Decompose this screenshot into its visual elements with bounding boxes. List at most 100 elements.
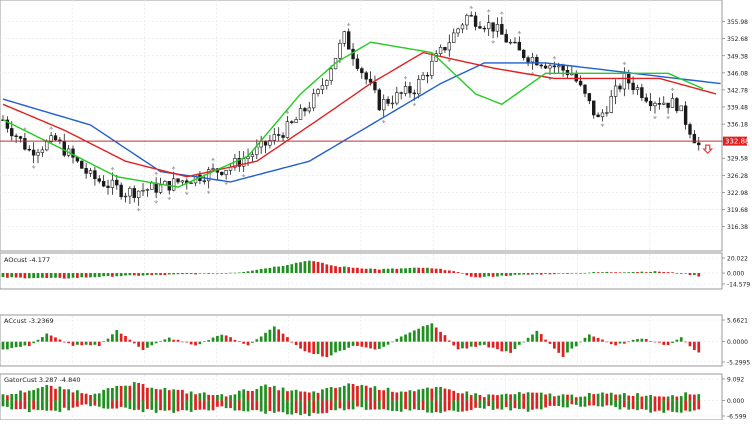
histogram-up-bar bbox=[579, 341, 582, 343]
bull-candle-body bbox=[316, 89, 320, 94]
bull-candle-body bbox=[653, 103, 657, 107]
histogram-down-bar bbox=[137, 273, 141, 276]
histogram-up-bar bbox=[399, 336, 403, 342]
histogram-up-bar bbox=[290, 264, 294, 274]
gator-lower-red-bar bbox=[159, 400, 162, 411]
histogram-down-bar bbox=[653, 341, 657, 343]
gator-upper-green-bar bbox=[513, 394, 517, 401]
gator-lower-red-bar bbox=[421, 400, 425, 411]
bull-candle-body bbox=[158, 184, 163, 193]
bull-candle-body bbox=[110, 179, 115, 188]
candle bbox=[329, 65, 333, 85]
histogram-down-bar bbox=[465, 273, 469, 276]
gator-indicator-pane[interactable]: 9.092 0.000 -6.599 GatorCust 3.287 -4.840 bbox=[0, 373, 747, 421]
down-arrow-icon bbox=[702, 144, 714, 154]
gator-lower-red-bar bbox=[119, 400, 123, 407]
bull-candle-body bbox=[438, 47, 443, 55]
bear-candle-body bbox=[692, 133, 697, 144]
candle bbox=[460, 22, 465, 34]
bear-candle-body bbox=[578, 80, 583, 86]
ao-indicator-pane[interactable]: 20.022 0.000 -14.579 AOcust -4.177 bbox=[0, 252, 750, 290]
gator-lower-green-bar bbox=[10, 400, 14, 410]
candle bbox=[338, 39, 342, 63]
gator-lower-red-bar bbox=[312, 400, 316, 413]
price-tick-label: 316.38 bbox=[727, 224, 748, 231]
histogram-up-bar bbox=[412, 267, 416, 274]
histogram-up-bar bbox=[207, 340, 211, 342]
bull-candle-body bbox=[123, 195, 128, 198]
histogram-up-bar bbox=[272, 266, 276, 274]
gator-lower-green-bar bbox=[566, 400, 569, 408]
gator-axis: 9.092 0.000 -6.599 bbox=[722, 377, 747, 421]
price-pane[interactable]: 355.98 352.68 349.38 346.08 342.78 339.48 336.… bbox=[0, 0, 750, 252]
histogram-down-bar bbox=[80, 341, 84, 346]
gator-lower-green-bar bbox=[45, 400, 49, 411]
histogram-down-bar bbox=[281, 333, 285, 342]
gator-upper-green-bar bbox=[439, 386, 442, 401]
gator-upper-red-bar bbox=[566, 394, 569, 401]
gator-lower-red-bar bbox=[229, 400, 232, 409]
candle bbox=[465, 13, 469, 30]
gator-upper-green-bar bbox=[172, 389, 176, 401]
indicator-tick-label: -5.2995 bbox=[727, 360, 750, 367]
gator-upper-green-bar bbox=[115, 385, 119, 401]
gator-upper-green-bar bbox=[93, 393, 97, 401]
candle bbox=[596, 112, 600, 118]
gator-lower-red-bar bbox=[369, 400, 372, 410]
histogram-up-bar bbox=[172, 273, 176, 275]
gator-lower-green-bar bbox=[500, 400, 504, 410]
ac-indicator-pane[interactable]: 5.6621 0.0000 -5.2995 ACcust -3.2369 bbox=[0, 314, 750, 367]
gator-upper-green-bar bbox=[124, 385, 127, 401]
histogram-down-bar bbox=[697, 273, 701, 277]
bull-candle-body bbox=[508, 41, 513, 44]
histogram-up-bar bbox=[386, 341, 390, 345]
bull-candle-body bbox=[662, 102, 666, 105]
candle bbox=[128, 186, 132, 205]
bull-candle-body bbox=[40, 149, 45, 153]
bear-candle-body bbox=[71, 148, 75, 158]
gator-upper-red-bar bbox=[364, 385, 368, 401]
gator-upper-green-bar bbox=[106, 388, 110, 401]
histogram-down-bar bbox=[649, 341, 652, 342]
histogram-down-bar bbox=[364, 341, 368, 348]
indicator-tick-label: 9.092 bbox=[727, 377, 744, 384]
bear-candle-body bbox=[543, 65, 548, 69]
gator-lower-red-bar bbox=[71, 400, 75, 408]
gator-upper-red-bar bbox=[207, 394, 211, 401]
gator-upper-green-bar bbox=[618, 394, 622, 401]
indicator-tick-label: -6.599 bbox=[727, 414, 747, 421]
histogram-down-bar bbox=[124, 335, 127, 342]
fractal-down-mark bbox=[154, 200, 158, 204]
gator-upper-red-bar bbox=[447, 389, 451, 401]
candle bbox=[583, 84, 587, 98]
bull-candle-body bbox=[268, 140, 272, 146]
bull-candle-body bbox=[403, 86, 408, 94]
histogram-down-bar bbox=[23, 273, 27, 279]
histogram-up-bar bbox=[601, 272, 604, 274]
histogram-up-bar bbox=[531, 334, 534, 342]
gator-upper-red-bar bbox=[592, 394, 596, 401]
histogram-up-bar bbox=[119, 273, 123, 277]
gator-lower-green-bar bbox=[456, 400, 460, 412]
gator-upper-green-bar bbox=[474, 393, 477, 401]
histogram-up-bar bbox=[574, 272, 578, 274]
histogram-up-bar bbox=[32, 273, 35, 279]
gator-lower-green-bar bbox=[364, 400, 368, 410]
bear-candle-body bbox=[631, 82, 635, 91]
bear-candle-body bbox=[101, 180, 106, 187]
gator-upper-red-bar bbox=[693, 394, 696, 401]
gator-lower-green-bar bbox=[688, 400, 692, 412]
gator-lower-green-bar bbox=[290, 400, 294, 415]
histogram-up-bar bbox=[587, 272, 591, 274]
alligator-lines bbox=[2, 41, 721, 188]
candle bbox=[180, 180, 185, 185]
gator-lower-green-bar bbox=[662, 400, 666, 413]
histogram-down-bar bbox=[618, 272, 622, 274]
gator-lower-green-bar bbox=[526, 400, 530, 412]
gator-lower-green-bar bbox=[299, 400, 302, 416]
gator-upper-red-bar bbox=[627, 395, 631, 401]
candle bbox=[640, 83, 644, 101]
histogram-down-bar bbox=[325, 264, 329, 274]
